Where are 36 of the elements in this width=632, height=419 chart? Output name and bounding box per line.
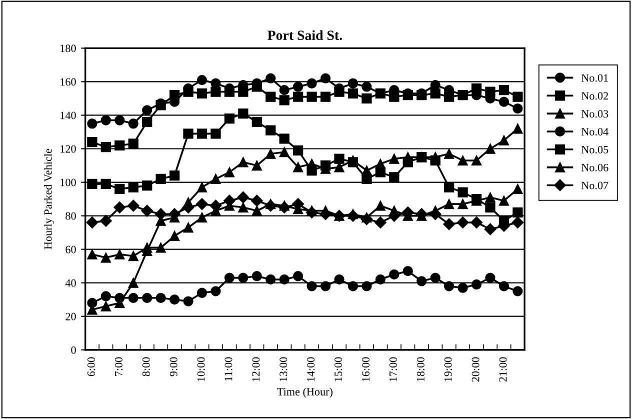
x-tick-label: 10:00 (197, 357, 205, 382)
y-tick-label: 140 (60, 112, 76, 120)
y-axis-title: Hourly Parked Vehicle (44, 148, 54, 250)
x-tick-label: 15:00 (334, 357, 342, 382)
x-tick-label: 11:00 (224, 357, 232, 381)
legend-label: No.07 (581, 182, 608, 190)
y-tick-label: 60 (66, 246, 76, 254)
x-tick-label: 7:00 (114, 357, 122, 376)
y-tick-label: 120 (60, 145, 76, 153)
y-tick-label: 40 (65, 279, 76, 287)
y-tick-label: 180 (60, 44, 76, 52)
x-tick-label: 14:00 (307, 357, 315, 382)
y-tick-label: 20 (66, 312, 76, 320)
y-tick-label: 80 (66, 212, 76, 220)
x-tick-label: 9:00 (170, 357, 178, 376)
legend-label: No.01 (581, 74, 608, 82)
x-tick-label: 8:00 (142, 357, 150, 376)
x-tick-label: 18:00 (416, 357, 424, 382)
x-axis-title: Time (Hour) (277, 388, 332, 398)
legend-label: No.04 (581, 128, 608, 136)
x-tick-label: 16:00 (362, 357, 370, 382)
legend-label: No.06 (581, 164, 608, 172)
y-tick-label: 160 (60, 78, 76, 86)
x-tick-label: 13:00 (280, 357, 288, 382)
x-tick-label: 6:00 (87, 357, 96, 376)
chart-title: Port Said St. (268, 30, 342, 40)
legend-label: No.02 (581, 92, 608, 100)
x-tick-label: 17:00 (389, 357, 397, 382)
legend-label: No.05 (581, 146, 608, 154)
legend-label: No.03 (581, 110, 608, 118)
y-tick-label: 100 (60, 178, 76, 186)
y-tick-label: 0 (71, 346, 76, 354)
x-tick-label: 20:00 (472, 357, 480, 382)
x-tick-label: 21:00 (499, 357, 507, 382)
x-tick-label: 12:00 (252, 357, 260, 382)
x-tick-label: 19:00 (444, 357, 452, 382)
